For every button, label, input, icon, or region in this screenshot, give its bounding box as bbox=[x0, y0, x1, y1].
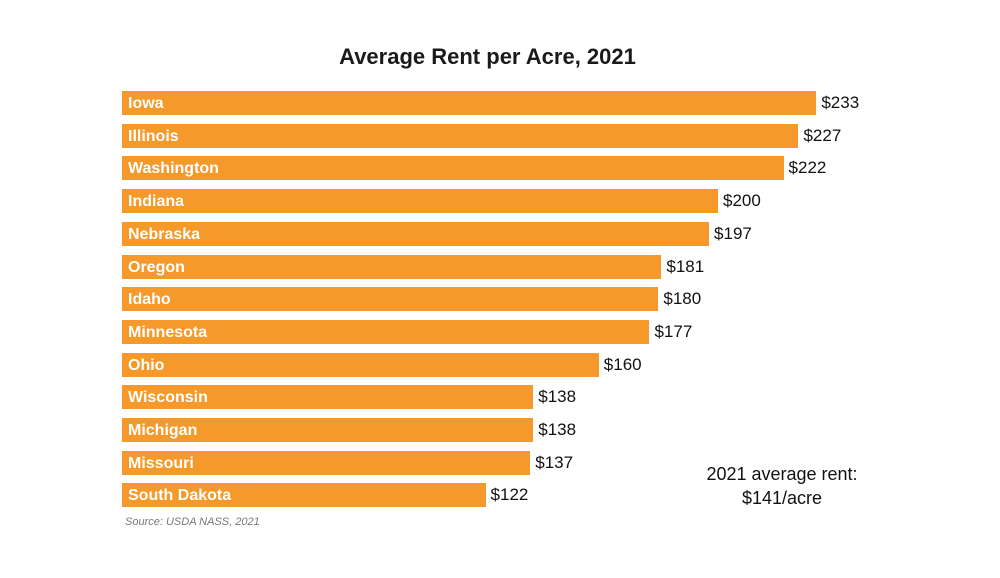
bar-iowa bbox=[122, 91, 817, 115]
bar-wisconsin bbox=[122, 385, 534, 410]
bar-idaho bbox=[122, 287, 659, 312]
bar-nebraska bbox=[122, 221, 710, 246]
value-label: $200 bbox=[723, 191, 761, 211]
bar-michigan bbox=[122, 418, 534, 442]
annotation-line-2: $141/acre bbox=[741, 488, 823, 508]
category-label: Iowa bbox=[128, 95, 164, 112]
bar-south-dakota bbox=[122, 483, 486, 508]
category-label: Ohio bbox=[128, 356, 165, 374]
category-label: Oregon bbox=[128, 258, 185, 276]
value-label: $137 bbox=[535, 452, 574, 472]
bar-washington bbox=[122, 156, 784, 181]
category-label: Illinois bbox=[128, 127, 179, 145]
category-label: Missouri bbox=[128, 454, 194, 472]
value-label: $122 bbox=[490, 485, 529, 505]
value-label: $180 bbox=[663, 289, 702, 309]
bar-indiana bbox=[122, 189, 718, 214]
category-label: Minnesota bbox=[128, 323, 208, 341]
value-label: $233 bbox=[821, 93, 860, 112]
value-label: $197 bbox=[714, 223, 752, 243]
bar-illinois bbox=[122, 123, 799, 148]
value-label: $227 bbox=[803, 125, 842, 145]
value-label: $181 bbox=[666, 256, 705, 276]
bar-missouri bbox=[122, 450, 531, 475]
category-label: Nebraska bbox=[128, 225, 201, 243]
category-label: Idaho bbox=[128, 291, 171, 309]
average-rent-annotation: 2021 average rent: $141/acre bbox=[690, 462, 874, 510]
chart-title: Average Rent per Acre, 2021 bbox=[339, 44, 636, 69]
value-label: $222 bbox=[788, 158, 827, 178]
category-label: South Dakota bbox=[128, 487, 232, 505]
category-label: Washington bbox=[128, 160, 219, 178]
value-label: $160 bbox=[603, 354, 642, 374]
bar-minnesota bbox=[122, 319, 650, 344]
category-label: Michigan bbox=[128, 422, 198, 439]
value-label: $177 bbox=[654, 321, 693, 341]
value-label: $138 bbox=[538, 420, 577, 439]
annotation-line-1: 2021 average rent: bbox=[706, 464, 858, 484]
source-note: Source: USDA NASS, 2021 bbox=[125, 516, 260, 528]
bar-ohio bbox=[122, 352, 599, 377]
category-label: Indiana bbox=[128, 193, 185, 211]
bar-oregon bbox=[122, 254, 662, 279]
value-label: $138 bbox=[538, 387, 577, 407]
category-label: Wisconsin bbox=[128, 389, 208, 407]
